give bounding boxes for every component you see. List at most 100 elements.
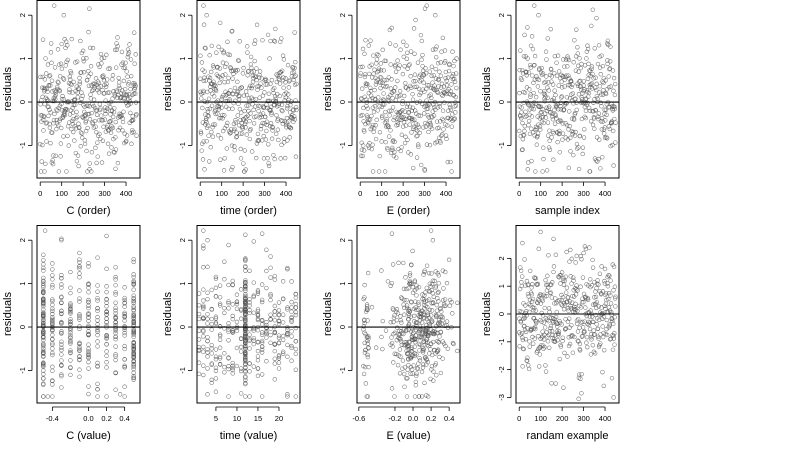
- x-axis-title: time (order): [220, 205, 277, 217]
- data-point: [534, 319, 539, 324]
- data-point: [215, 64, 220, 70]
- data-point: [382, 78, 387, 83]
- data-point: [116, 83, 122, 89]
- data-point: [436, 77, 441, 83]
- data-point: [243, 374, 248, 379]
- data-point: [211, 94, 217, 99]
- x-tick-label: 0: [38, 189, 42, 198]
- data-point: [41, 304, 46, 309]
- data-point: [553, 252, 559, 258]
- data-point: [109, 145, 114, 150]
- data-point: [226, 306, 231, 311]
- data-point: [409, 367, 415, 372]
- data-point: [229, 143, 235, 148]
- data-point: [58, 141, 63, 146]
- data-point: [528, 328, 533, 333]
- data-point: [393, 97, 399, 103]
- data-point: [232, 148, 237, 153]
- data-point: [536, 103, 541, 109]
- data-point: [568, 304, 573, 309]
- data-point: [595, 61, 601, 67]
- data-point: [268, 297, 273, 303]
- data-point: [430, 80, 435, 85]
- data-point: [41, 320, 46, 326]
- data-point: [259, 169, 265, 174]
- data-point: [538, 110, 543, 116]
- data-point: [293, 394, 298, 399]
- data-point: [227, 131, 233, 136]
- data-point: [228, 88, 233, 93]
- data-point: [291, 119, 296, 124]
- data-point: [259, 372, 265, 377]
- data-point: [362, 129, 367, 134]
- data-point: [85, 169, 90, 174]
- data-point: [396, 94, 402, 99]
- data-point: [569, 256, 574, 262]
- data-point: [442, 100, 447, 105]
- data-point: [604, 317, 609, 323]
- data-point: [271, 38, 277, 43]
- data-point: [293, 291, 298, 297]
- data-point: [453, 71, 459, 76]
- data-point: [379, 104, 385, 109]
- data-point: [201, 265, 206, 270]
- data-point: [599, 115, 605, 121]
- data-point: [551, 269, 556, 275]
- data-point: [385, 279, 391, 284]
- data-point: [54, 107, 59, 112]
- data-point: [594, 322, 599, 327]
- data-point: [524, 358, 530, 363]
- data-point: [255, 87, 260, 92]
- data-point: [41, 307, 46, 312]
- data-point: [377, 129, 383, 135]
- data-point: [438, 314, 443, 320]
- data-point: [399, 320, 404, 325]
- data-point: [251, 328, 256, 333]
- data-point: [404, 305, 410, 311]
- data-point: [87, 167, 92, 172]
- data-point: [94, 112, 100, 117]
- data-point: [45, 99, 50, 104]
- data-point: [564, 100, 569, 106]
- data-point: [610, 68, 616, 73]
- data-point: [110, 72, 116, 78]
- plot-frame: [36, 0, 141, 179]
- data-point: [98, 51, 104, 57]
- data-point: [47, 74, 52, 79]
- data-point: [373, 136, 379, 142]
- data-point: [219, 97, 224, 102]
- data-point: [243, 313, 248, 318]
- data-point: [601, 330, 606, 336]
- data-point: [449, 169, 454, 174]
- data-point: [281, 337, 286, 343]
- data-point: [445, 346, 451, 351]
- data-point: [263, 114, 268, 120]
- data-point: [444, 91, 449, 97]
- data-point: [73, 102, 78, 107]
- data-point: [222, 370, 227, 375]
- data-point: [50, 342, 55, 347]
- data-point: [389, 25, 394, 31]
- data-point: [113, 300, 118, 305]
- data-point: [603, 90, 608, 96]
- data-point: [612, 106, 617, 112]
- data-point: [531, 63, 537, 68]
- data-point: [450, 76, 456, 82]
- data-point: [284, 125, 289, 130]
- data-point: [122, 312, 127, 317]
- data-point: [395, 78, 400, 84]
- data-point: [535, 84, 541, 89]
- data-point: [269, 136, 275, 141]
- data-point: [611, 88, 616, 94]
- data-point: [280, 53, 286, 58]
- data-point: [279, 36, 284, 41]
- data-point: [243, 326, 248, 331]
- y-tick-label: -1: [178, 367, 187, 374]
- data-point: [400, 71, 406, 77]
- data-point: [362, 330, 367, 335]
- data-point: [522, 257, 527, 262]
- data-point: [534, 74, 539, 79]
- data-point: [603, 91, 609, 97]
- data-point: [605, 136, 610, 141]
